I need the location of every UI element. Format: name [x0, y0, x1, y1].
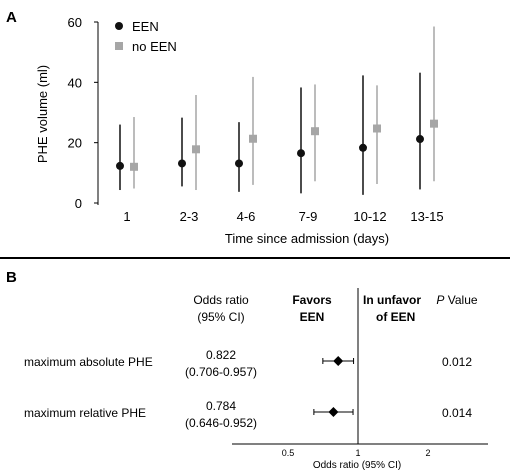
forest-row-label: maximum absolute PHE — [24, 355, 153, 369]
x-category-label: 7-9 — [299, 209, 318, 224]
point-marker — [297, 149, 305, 158]
x-category-label: 4-6 — [237, 209, 256, 224]
favors-header-line1: Favors — [292, 293, 332, 307]
forest-ci-value: (0.706-0.957) — [185, 365, 257, 379]
legend: EEN no EEN — [115, 19, 177, 54]
legend-marker-een — [115, 22, 123, 30]
y-ticks: 0 20 40 60 — [68, 15, 98, 211]
point-marker — [373, 124, 381, 133]
unfavor-header-line1: In unfavor — [363, 293, 421, 307]
point-marker — [430, 119, 438, 128]
forest-p-value: 0.012 — [442, 355, 472, 369]
favors-header-line2: EEN — [300, 310, 325, 324]
x-category-label: 1 — [123, 209, 130, 224]
x-categories: 1 2-3 4-6 7-9 10-12 13-15 — [123, 209, 443, 224]
unfavor-header-line2: of EEN — [376, 310, 415, 324]
x-category-label: 2-3 — [180, 209, 199, 224]
point-marker — [311, 127, 319, 136]
point-marker — [249, 134, 257, 143]
legend-label-no-een: no EEN — [132, 39, 177, 54]
forest-plot: 0.5 1 2 maximum absolute PHE 0.822 (0.706-0.9… — [24, 288, 488, 458]
point-marker — [416, 135, 424, 144]
or-point — [328, 407, 339, 417]
pvalue-header-rest: Value — [444, 293, 477, 307]
point-ranges — [116, 26, 438, 195]
or-header-line2: (95% CI) — [197, 310, 244, 324]
forest-x-tick-label: 1 — [355, 448, 360, 458]
x-category-label: 10-12 — [353, 209, 386, 224]
forest-or-value: 0.784 — [206, 399, 236, 413]
x-category-label: 13-15 — [410, 209, 443, 224]
y-tick-label: 60 — [68, 15, 82, 30]
or-point — [333, 356, 344, 366]
forest-p-value: 0.014 — [442, 406, 472, 420]
forest-or-value: 0.822 — [206, 348, 236, 362]
panel-b-label: B — [6, 269, 17, 286]
point-marker — [235, 159, 243, 168]
or-header-line1: Odds ratio — [193, 293, 249, 307]
forest-ci-value: (0.646-0.952) — [185, 416, 257, 430]
point-marker — [178, 159, 186, 168]
y-tick-label: 20 — [68, 136, 82, 151]
point-marker — [192, 145, 200, 154]
legend-marker-no-een — [115, 42, 123, 50]
forest-x-tick-label: 2 — [425, 448, 430, 458]
y-tick-label: 40 — [68, 75, 82, 90]
forest-x-tick-label: 0.5 — [282, 448, 295, 458]
pvalue-header: P Value — [436, 293, 477, 307]
point-marker — [116, 161, 124, 170]
panel-a-label: A — [6, 9, 17, 26]
y-tick-label: 0 — [75, 196, 82, 211]
x-axis-title: Time since admission (days) — [225, 231, 389, 246]
pvalue-header-p: P — [436, 293, 444, 307]
forest-row-label: maximum relative PHE — [24, 406, 146, 420]
point-marker — [130, 162, 138, 171]
legend-label-een: EEN — [132, 19, 159, 34]
y-axis-title: PHE volume (ml) — [35, 65, 50, 163]
point-marker — [359, 143, 367, 152]
forest-x-axis-title: Odds ratio (95% CI) — [313, 460, 401, 471]
